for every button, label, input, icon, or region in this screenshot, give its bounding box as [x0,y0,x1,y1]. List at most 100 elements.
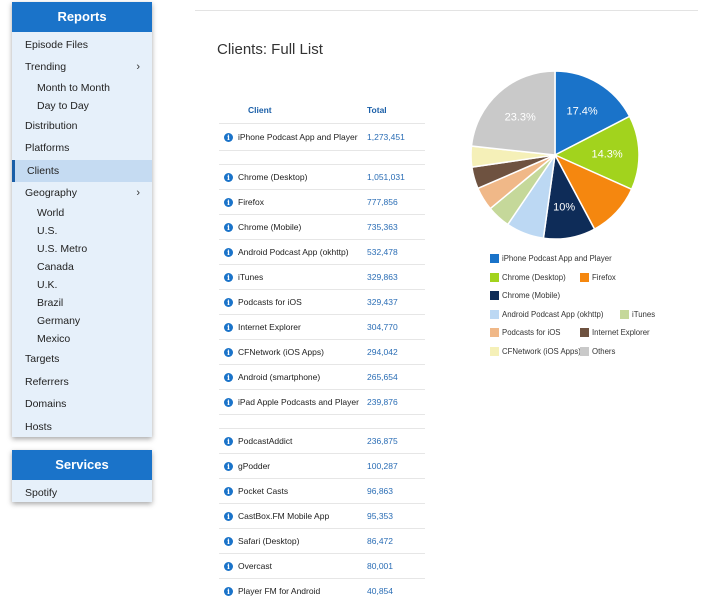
table-row[interactable]: i Overcast 80,001 [219,554,425,579]
sidebar-item-hosts[interactable]: Hosts [12,416,152,438]
sidebar-item-referrers[interactable]: Referrers [12,371,152,393]
sidebar-item-u-s-metro[interactable]: U.S. Metro [12,240,152,258]
legend-swatch [580,328,589,338]
info-icon[interactable]: i [224,132,233,142]
info-icon[interactable]: i [224,322,233,332]
client-total: 239,876 [367,397,398,407]
sidebar-item-clients[interactable]: Clients [12,159,152,182]
table-row[interactable]: i iPhone Podcast App and Player 1,273,451 [219,124,425,151]
table-row[interactable]: i Internet Explorer 304,770 [219,315,425,340]
sidebar-item-label: Domains [25,398,67,411]
table-row[interactable]: i gPodder 100,287 [219,454,425,479]
client-total: 100,287 [367,461,398,471]
chevron-right-icon[interactable]: › [136,61,140,74]
sidebar-item-u-s[interactable]: U.S. [12,222,152,240]
client-name: Chrome (Mobile) [238,222,302,232]
client-total: 304,770 [367,322,398,332]
legend-item[interactable]: iPhone Podcast App and Player [490,254,612,264]
table-row[interactable]: i Android (smartphone) 265,654 [219,365,425,390]
info-icon[interactable]: i [224,486,233,496]
info-icon[interactable]: i [224,561,233,571]
sidebar-item-episode-files[interactable]: Episode Files [12,34,152,56]
info-icon[interactable]: i [224,397,233,407]
legend-swatch [620,309,629,319]
legend-item[interactable]: Chrome (Desktop) [490,272,566,283]
info-icon[interactable]: i [224,372,233,382]
info-icon[interactable]: i [224,247,233,257]
sidebar-item-platforms[interactable]: Platforms [12,137,152,159]
sidebar-item-day-to-day[interactable]: Day to Day [12,97,152,115]
legend-swatch [490,291,499,301]
chevron-right-icon[interactable]: › [136,186,140,199]
info-icon[interactable]: i [224,536,233,546]
table-row[interactable]: i iTunes 329,863 [219,265,425,290]
legend-item[interactable]: Podcasts for iOS [490,328,561,338]
legend-row: Podcasts for iOS Internet Explorer [490,328,690,347]
info-icon[interactable]: i [224,172,233,182]
sidebar-item-label: Germany [37,315,81,328]
info-icon[interactable]: i [224,461,233,471]
pie-slice-chrome-desktop[interactable] [553,115,640,191]
sidebar-item-brazil[interactable]: Brazil [12,294,152,312]
legend-label: Podcasts for iOS [502,328,561,338]
table-row[interactable]: i iPad Apple Podcasts and Player 239,876 [219,390,425,415]
table-row[interactable]: i PodcastAddict 236,875 [219,429,425,454]
client-name: PodcastAddict [238,436,293,446]
table-row[interactable]: i Pocket Casts 96,863 [219,479,425,504]
legend-item[interactable]: Internet Explorer [580,328,650,338]
sidebar-item-u-k[interactable]: U.K. [12,276,152,294]
table-row[interactable]: i Player FM for Android 40,854 [219,579,425,600]
table-row[interactable]: i CFNetwork (iOS Apps) 294,042 [219,340,425,365]
column-header-total[interactable]: Total [367,105,387,115]
sidebar-item-geography[interactable]: Geography › [12,182,152,204]
client-name: CFNetwork (iOS Apps) [238,347,324,357]
client-total: 777,856 [367,197,398,207]
info-icon[interactable]: i [224,272,233,282]
sidebar-item-canada[interactable]: Canada [12,258,152,276]
pie-slice-iphone-podcast-app-and-player[interactable] [554,70,631,157]
legend-swatch [490,272,499,282]
legend-item[interactable]: Chrome (Mobile) [490,291,560,301]
pie-slice-others[interactable] [470,70,556,156]
legend-label: Chrome (Mobile) [502,291,561,301]
info-icon[interactable]: i [224,586,233,596]
table-row[interactable]: i Firefox 777,856 [219,190,425,215]
client-total: 95,353 [367,511,393,521]
sidebar-item-mexico[interactable]: Mexico [12,330,152,348]
info-icon[interactable]: i [224,436,233,446]
table-row[interactable]: i Chrome (Desktop) 1,051,031 [219,165,425,190]
client-name: Android (smartphone) [238,372,321,382]
client-name: Podcasts for iOS [238,297,302,307]
table-row[interactable]: i Android Podcast App (okhttp) 532,478 [219,240,425,265]
legend-item[interactable]: Others [580,346,615,357]
sidebar-item-world[interactable]: World [12,204,152,222]
client-name: Safari (Desktop) [238,536,300,546]
legend-item[interactable]: iTunes [620,309,655,320]
table-row[interactable]: i Podcasts for iOS 329,437 [219,290,425,315]
clients-table: Client Total i iPhone Podcast App and Pla… [219,96,425,600]
column-header-client[interactable]: Client [248,105,272,115]
sidebar-item-spotify[interactable]: Spotify [12,482,152,504]
info-icon[interactable]: i [224,297,233,307]
sidebar-item-month-to-month[interactable]: Month to Month [12,79,152,97]
info-icon[interactable]: i [224,222,233,232]
table-row[interactable]: i CastBox.FM Mobile App 95,353 [219,504,425,529]
info-icon[interactable]: i [224,511,233,521]
client-total: 1,051,031 [367,172,405,182]
services-panel: Services Spotify [12,450,152,502]
legend-item[interactable]: Android Podcast App (okhttp) [490,309,603,320]
sidebar-item-targets[interactable]: Targets [12,348,152,370]
sidebar-item-distribution[interactable]: Distribution [12,115,152,137]
sidebar-item-domains[interactable]: Domains [12,393,152,415]
sidebar-item-trending[interactable]: Trending › [12,56,152,78]
legend-label: CFNetwork (iOS Apps) [502,346,581,356]
table-row[interactable]: i Chrome (Mobile) 735,363 [219,215,425,240]
legend-item[interactable]: CFNetwork (iOS Apps) [490,346,581,357]
info-icon[interactable]: i [224,197,233,207]
legend-item[interactable]: Firefox [580,272,616,283]
client-total: 40,854 [367,586,393,596]
client-total: 80,001 [367,561,393,571]
table-row[interactable]: i Safari (Desktop) 86,472 [219,529,425,554]
info-icon[interactable]: i [224,347,233,357]
sidebar-item-germany[interactable]: Germany [12,312,152,330]
